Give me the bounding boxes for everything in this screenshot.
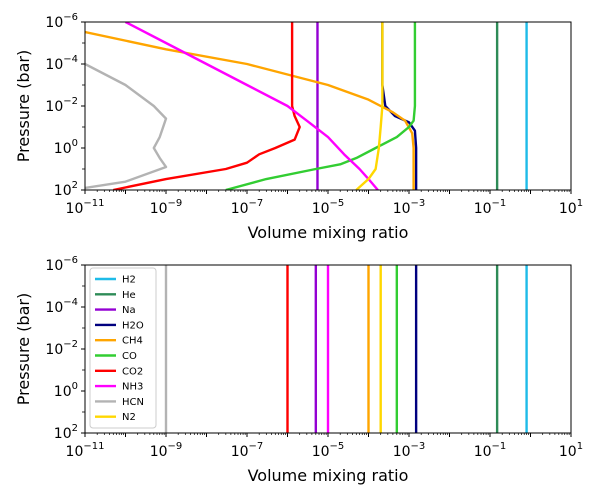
series-group bbox=[85, 22, 528, 190]
chart-panel-1: 10−11 10−9 10−7 10−5 10−3 10−1 101 10−6 10−4 10−2… bbox=[14, 12, 583, 242]
series-line-co bbox=[225, 22, 417, 190]
legend-box bbox=[89, 267, 157, 429]
y-tick-label: 10−4 bbox=[45, 54, 78, 73]
legend-label-hcn: HCN bbox=[122, 397, 144, 408]
series-line-n2 bbox=[355, 22, 384, 190]
x-tick-label: 10−7 bbox=[231, 198, 264, 217]
legend-label-he: He bbox=[122, 290, 136, 301]
x-tick-label: 10−11 bbox=[66, 198, 105, 217]
x-tick-label: 101 bbox=[559, 198, 583, 217]
series-line-ch4 bbox=[85, 30, 415, 190]
legend-label-na: Na bbox=[122, 305, 136, 316]
x-tick-label: 10−5 bbox=[312, 441, 345, 460]
y-axis-label: Pressure (bar) bbox=[14, 50, 33, 162]
x-tick-label: 10−9 bbox=[150, 441, 183, 460]
series-line-h2o bbox=[381, 22, 418, 190]
legend-label-n2: N2 bbox=[122, 412, 136, 423]
chart-panel-2: 10−11 10−9 10−7 10−5 10−3 10−1 101 10−6 10−4 10−2… bbox=[14, 255, 583, 485]
y-tick-label: 10−2 bbox=[45, 96, 78, 115]
x-tick-label: 10−11 bbox=[66, 441, 105, 460]
series-line-nh3 bbox=[124, 22, 379, 190]
y-tick-label: 10−2 bbox=[45, 339, 78, 358]
y-tick-label: 10−6 bbox=[45, 255, 78, 274]
x-tick-label: 10−3 bbox=[393, 441, 426, 460]
y-tick-label: 102 bbox=[54, 180, 78, 199]
series-group bbox=[164, 265, 528, 433]
series-line-co2 bbox=[113, 22, 301, 190]
legend-label-co: CO bbox=[122, 351, 137, 362]
x-tick-label: 101 bbox=[559, 441, 583, 460]
x-tick-label: 10−3 bbox=[393, 198, 426, 217]
x-tick-label: 10−1 bbox=[474, 198, 507, 217]
y-tick-label: 100 bbox=[54, 381, 78, 400]
y-axis-label: Pressure (bar) bbox=[14, 293, 33, 405]
legend-label-nh3: NH3 bbox=[122, 382, 143, 393]
x-tick-label: 10−1 bbox=[474, 441, 507, 460]
legend-label-ch4: CH4 bbox=[122, 336, 143, 347]
x-axis-label: Volume mixing ratio bbox=[248, 223, 409, 242]
y-tick-label: 10−6 bbox=[45, 12, 78, 31]
x-tick-label: 10−5 bbox=[312, 198, 345, 217]
y-tick-label: 100 bbox=[54, 138, 78, 157]
legend-label-h2: H2 bbox=[122, 275, 136, 286]
x-axis-label: Volume mixing ratio bbox=[248, 466, 409, 485]
series-line-hcn bbox=[85, 62, 168, 190]
y-tick-label: 102 bbox=[54, 423, 78, 442]
x-tick-label: 10−9 bbox=[150, 198, 183, 217]
x-tick-label: 10−7 bbox=[231, 441, 264, 460]
legend-label-co2: CO2 bbox=[122, 366, 143, 377]
legend: H2 He Na H2O CH4 CO CO2 NH3 HCN N2 bbox=[89, 267, 157, 429]
y-tick-label: 10−4 bbox=[45, 297, 78, 316]
legend-label-h2o: H2O bbox=[122, 320, 144, 331]
